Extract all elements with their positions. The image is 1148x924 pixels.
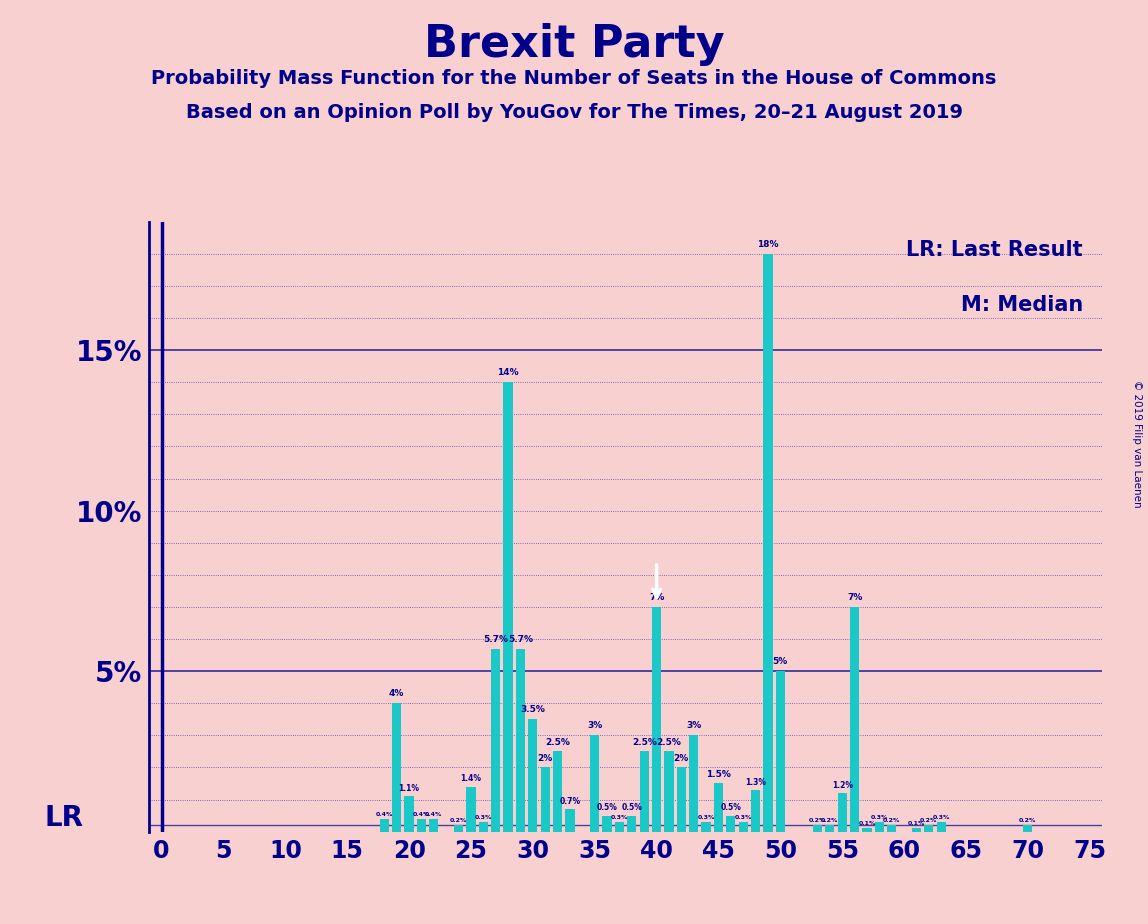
Text: 5.7%: 5.7% (507, 635, 533, 644)
Text: 3.5%: 3.5% (520, 705, 545, 714)
Bar (665, 751, 674, 832)
Text: 0.5%: 0.5% (597, 803, 618, 812)
Bar (937, 822, 946, 832)
Text: 5%: 5% (773, 657, 788, 666)
Text: 0.7%: 0.7% (559, 796, 581, 806)
Bar (676, 768, 687, 832)
Text: 1.4%: 1.4% (460, 774, 481, 784)
Bar (924, 825, 933, 832)
Bar (417, 819, 426, 832)
Text: LR: Last Result: LR: Last Result (907, 240, 1083, 260)
Text: 1.1%: 1.1% (398, 784, 420, 793)
Bar (553, 751, 563, 832)
Text: 2.5%: 2.5% (657, 737, 682, 747)
Text: 0.1%: 0.1% (859, 821, 876, 826)
Bar (466, 786, 475, 832)
Text: Based on an Opinion Poll by YouGov for The Times, 20–21 August 2019: Based on an Opinion Poll by YouGov for T… (186, 103, 962, 123)
Text: 4%: 4% (389, 689, 404, 699)
Bar (590, 736, 599, 832)
Bar (714, 784, 723, 832)
Text: 0.5%: 0.5% (721, 803, 742, 812)
Text: 0.2%: 0.2% (809, 819, 827, 823)
Bar (565, 809, 575, 832)
Bar (541, 768, 550, 832)
Text: 0.2%: 0.2% (450, 819, 467, 823)
Text: 1.2%: 1.2% (831, 781, 853, 790)
Text: 0.4%: 0.4% (425, 812, 442, 817)
Bar (738, 822, 747, 832)
Bar (862, 829, 871, 832)
Bar (404, 796, 413, 832)
Bar (1023, 825, 1032, 832)
Text: M: Median: M: Median (961, 295, 1083, 315)
Text: 0.5%: 0.5% (621, 803, 642, 812)
Bar (603, 816, 612, 832)
Text: 0.3%: 0.3% (735, 815, 752, 820)
Text: 1.3%: 1.3% (745, 778, 766, 786)
Bar (639, 751, 649, 832)
Bar (875, 822, 884, 832)
Text: 7%: 7% (649, 593, 665, 602)
Text: 3%: 3% (587, 722, 603, 731)
Bar (479, 822, 488, 832)
Bar (813, 825, 822, 832)
Text: 0.4%: 0.4% (375, 812, 393, 817)
Text: 0.3%: 0.3% (611, 815, 628, 820)
Text: 0.1%: 0.1% (908, 821, 925, 826)
Text: 0.4%: 0.4% (413, 812, 430, 817)
Bar (763, 254, 773, 832)
Text: 0.3%: 0.3% (932, 815, 949, 820)
Bar (850, 607, 859, 832)
Bar (838, 793, 847, 832)
Text: Brexit Party: Brexit Party (424, 23, 724, 67)
Text: 2%: 2% (674, 754, 689, 762)
Bar (429, 819, 439, 832)
Bar (776, 671, 785, 832)
Text: 0.2%: 0.2% (921, 819, 938, 823)
Text: 2.5%: 2.5% (545, 737, 571, 747)
Text: 2%: 2% (537, 754, 553, 762)
Text: 3%: 3% (687, 722, 701, 731)
Text: 1.5%: 1.5% (706, 770, 731, 779)
Bar (751, 790, 760, 832)
Bar (504, 383, 513, 832)
Bar (689, 736, 698, 832)
Bar (825, 825, 835, 832)
Bar (453, 825, 464, 832)
Bar (912, 829, 921, 832)
Text: 0.3%: 0.3% (697, 815, 715, 820)
Text: 0.2%: 0.2% (883, 819, 900, 823)
Bar (652, 607, 661, 832)
Text: 0.3%: 0.3% (870, 815, 889, 820)
Text: © 2019 Filip van Laenen: © 2019 Filip van Laenen (1132, 380, 1142, 507)
Text: 5.7%: 5.7% (483, 635, 509, 644)
Bar (701, 822, 711, 832)
Bar (515, 649, 525, 832)
Text: 2.5%: 2.5% (631, 737, 657, 747)
Bar (491, 649, 501, 832)
Text: Probability Mass Function for the Number of Seats in the House of Commons: Probability Mass Function for the Number… (152, 69, 996, 89)
Text: 0.2%: 0.2% (1019, 819, 1037, 823)
Bar (887, 825, 897, 832)
Text: 14%: 14% (497, 369, 519, 377)
Bar (615, 822, 625, 832)
Text: 0.3%: 0.3% (474, 815, 492, 820)
Text: 18%: 18% (758, 240, 778, 249)
Bar (528, 719, 537, 832)
Text: 0.2%: 0.2% (821, 819, 838, 823)
Bar (393, 703, 402, 832)
Bar (627, 816, 636, 832)
Bar (727, 816, 736, 832)
Text: LR: LR (45, 804, 84, 833)
Bar (380, 819, 389, 832)
Text: 7%: 7% (847, 593, 862, 602)
